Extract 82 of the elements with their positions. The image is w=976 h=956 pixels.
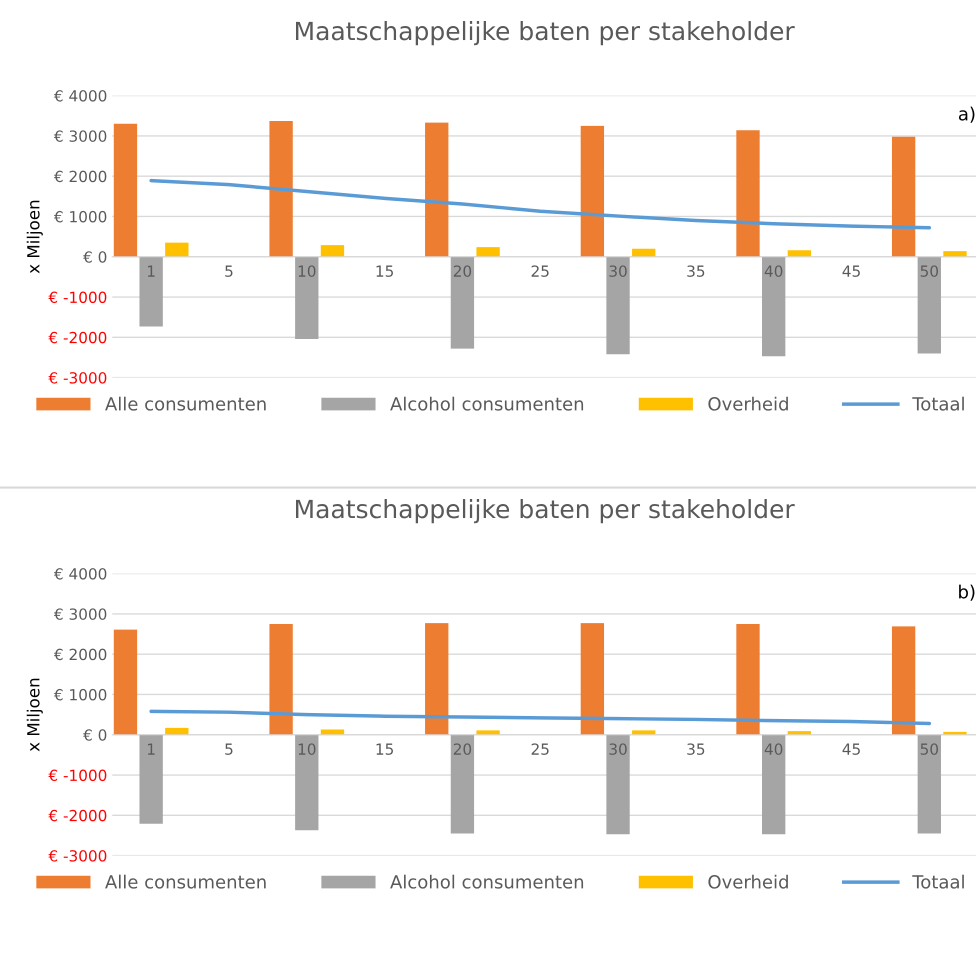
y-tick-label: € -3000 — [48, 372, 106, 384]
x-tick-label: 35 — [687, 265, 704, 277]
y-axis-title: x Miljoen — [26, 678, 43, 752]
x-tick-label: 5 — [225, 744, 232, 755]
bar — [892, 136, 916, 257]
legend-label: Totaal — [912, 874, 964, 889]
legend-label: Alcohol consumenten — [390, 396, 584, 411]
y-tick-label: € 3000 — [54, 130, 106, 142]
y-tick-label: € -1000 — [48, 770, 106, 782]
bar — [450, 734, 474, 834]
y-tick-label: € -2000 — [48, 810, 106, 822]
x-tick-label: 10 — [298, 743, 316, 755]
y-tick-label: € 4000 — [54, 90, 106, 102]
bar — [580, 623, 604, 735]
y-tick-label: € 2000 — [54, 170, 106, 182]
x-tick-label: 50 — [920, 743, 938, 755]
bar — [918, 256, 941, 354]
bar — [165, 242, 188, 257]
x-tick-label: 15 — [376, 744, 393, 755]
bar — [736, 624, 760, 735]
x-tick-label: 1 — [148, 744, 155, 755]
chart-title: Maatschappelijke baten per stakeholder — [296, 21, 795, 46]
bar — [425, 623, 448, 735]
bar — [606, 256, 630, 354]
y-axis-title: x Miljoen — [26, 200, 43, 274]
legend-label: Alle consumenten — [105, 396, 266, 411]
bar — [114, 124, 138, 257]
bar — [269, 120, 293, 257]
line-series — [149, 710, 932, 726]
x-tick-label: 35 — [687, 743, 704, 755]
annotation: a) — [958, 106, 974, 123]
y-tick-label: € -1000 — [48, 292, 106, 304]
y-tick-label: € 3000 — [54, 608, 106, 620]
legend-label: Alle consumenten — [105, 874, 266, 889]
y-tick-label: € 2000 — [54, 648, 106, 660]
y-tick-label: € 0 — [83, 251, 106, 263]
bar — [736, 130, 760, 257]
x-tick-label: 25 — [532, 743, 549, 755]
bar — [114, 630, 138, 735]
x-tick-label: 45 — [842, 266, 860, 277]
y-tick-label: € 4000 — [54, 568, 106, 580]
x-tick-label: 20 — [454, 743, 472, 755]
y-tick-label: € -3000 — [48, 850, 106, 862]
bar — [606, 734, 630, 834]
bar — [295, 256, 318, 339]
line-series — [149, 178, 932, 230]
y-tick-label: € 1000 — [54, 210, 106, 222]
bar — [632, 248, 656, 257]
legend-label: Overheid — [708, 396, 788, 411]
bar — [139, 734, 163, 824]
x-tick-label: 45 — [842, 744, 860, 755]
x-tick-label: 15 — [376, 266, 393, 277]
bar — [320, 245, 344, 257]
bar — [762, 734, 786, 834]
x-tick-label: 40 — [764, 743, 782, 755]
bar — [450, 256, 474, 349]
x-tick-label: 30 — [609, 265, 627, 277]
legend-label: Alcohol consumenten — [390, 874, 584, 889]
bar — [580, 126, 604, 257]
bar — [762, 256, 786, 356]
x-tick-label: 10 — [298, 265, 316, 277]
x-tick-label: 20 — [454, 265, 472, 277]
bar — [918, 734, 941, 834]
bar — [476, 247, 500, 257]
x-tick-label: 5 — [225, 266, 232, 277]
bar — [892, 626, 916, 735]
y-tick-label: € 0 — [83, 729, 106, 741]
y-tick-label: € -2000 — [48, 332, 106, 344]
legend-label: Overheid — [708, 874, 788, 889]
annotation: b) — [959, 584, 974, 601]
x-tick-label: 1 — [148, 266, 155, 277]
chart-title: Maatschappelijke baten per stakeholder — [296, 499, 795, 524]
x-tick-label: 40 — [764, 265, 782, 277]
y-tick-label: € 1000 — [54, 688, 106, 700]
bar — [139, 256, 163, 326]
bar — [269, 624, 293, 735]
bar — [295, 734, 318, 830]
x-tick-label: 30 — [609, 743, 627, 755]
x-tick-label: 50 — [920, 265, 938, 277]
x-tick-label: 25 — [532, 265, 549, 277]
legend-label: Totaal — [912, 396, 964, 411]
bar — [425, 122, 448, 257]
